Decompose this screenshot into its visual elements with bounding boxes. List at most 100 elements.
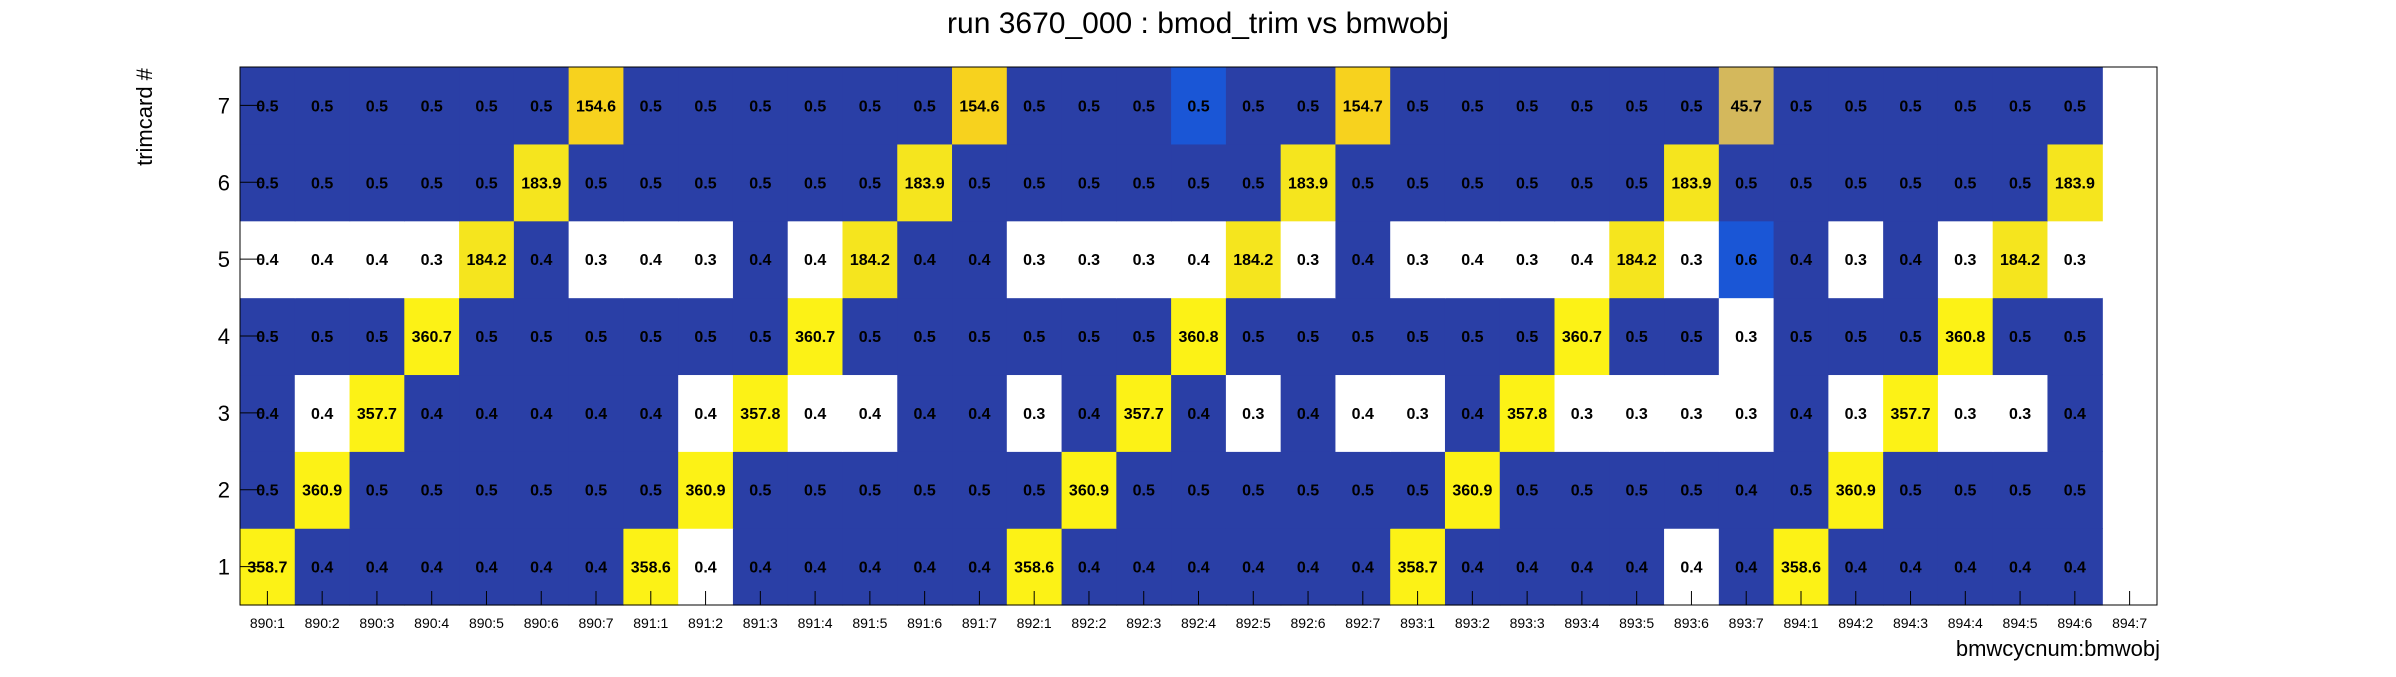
x-tick-label: 890:2 [305, 615, 340, 631]
cell-value-label: 0.5 [1626, 483, 1648, 500]
cell-value-label: 0.4 [256, 252, 278, 269]
heatmap-cell [623, 297, 679, 376]
heatmap-cell [459, 297, 515, 376]
cell-value-label: 0.4 [804, 560, 826, 577]
heatmap-cell [1116, 143, 1172, 222]
cell-value-label: 0.4 [1680, 560, 1702, 577]
cell-value-label: 0.5 [1242, 98, 1264, 115]
cell-value-label: 0.5 [859, 98, 881, 115]
heatmap-cell [294, 220, 351, 299]
cell-value-label: 0.5 [366, 98, 388, 115]
heatmap-cell [1609, 451, 1665, 529]
heatmap-cell [459, 143, 515, 222]
heatmap-cell [732, 220, 789, 299]
cell-value-label: 0.5 [1461, 175, 1483, 192]
cell-value-label: 0.4 [530, 252, 552, 269]
heatmap-cell [1061, 297, 1117, 376]
cell-value-label: 360.9 [686, 483, 726, 500]
heatmap-cell [568, 297, 624, 376]
cell-value-label: 0.5 [2009, 329, 2031, 346]
cell-value-label: 0.5 [1461, 98, 1483, 115]
heatmap-cell [1499, 220, 1556, 299]
heatmap-cell [1171, 143, 1227, 222]
heatmap-cell [459, 67, 515, 145]
cell-value-label: 0.5 [1516, 483, 1538, 500]
x-tick-label: 894:1 [1783, 615, 1818, 631]
heatmap-cell [1828, 67, 1884, 145]
heatmap-cell [1390, 451, 1446, 529]
cell-value-label: 0.5 [1680, 329, 1702, 346]
cell-value-label: 0.5 [1242, 329, 1264, 346]
heatmap-cell [1828, 297, 1884, 376]
cell-value-label: 0.5 [585, 483, 607, 500]
x-tick-label: 893:6 [1674, 615, 1709, 631]
cell-value-label: 0.5 [1352, 483, 1374, 500]
heatmap-cell [732, 143, 789, 222]
cell-value-label: 0.4 [2064, 406, 2086, 423]
cell-value-label: 358.6 [1014, 560, 1054, 577]
cell-value-label: 0.5 [256, 175, 278, 192]
cell-value-label: 0.4 [1352, 406, 1374, 423]
cell-value-label: 0.4 [968, 560, 990, 577]
cell-value-label: 0.4 [530, 560, 552, 577]
heatmap-cell [349, 297, 405, 376]
heatmap-cell [678, 143, 734, 222]
cell-value-label: 0.4 [640, 252, 662, 269]
heatmap-cell [2047, 67, 2103, 145]
heatmap-cell [623, 67, 679, 145]
heatmap-cell [952, 143, 1008, 222]
cell-value-label: 0.3 [1406, 406, 1428, 423]
cell-value-label: 0.5 [366, 175, 388, 192]
x-tick-label: 890:1 [250, 615, 285, 631]
cell-value-label: 0.3 [1023, 252, 1045, 269]
cell-value-label: 0.3 [585, 252, 607, 269]
heatmap-cell [732, 297, 789, 376]
heatmap-cell [1499, 451, 1556, 529]
heatmap-cell [1171, 374, 1227, 452]
heatmap-cell [623, 374, 679, 452]
cell-value-label: 0.3 [1680, 406, 1702, 423]
heatmap-cell [623, 220, 679, 299]
cell-value-label: 0.5 [749, 175, 771, 192]
heatmap-cell [513, 451, 570, 529]
cell-value-label: 0.5 [1626, 98, 1648, 115]
heatmap-cell [1718, 143, 1775, 222]
heatmap-cell [1061, 451, 1117, 529]
cell-value-label: 0.4 [311, 406, 333, 423]
heatmap-cell [1225, 374, 1282, 452]
cell-value-label: 0.5 [1242, 483, 1264, 500]
heatmap-cell [1883, 143, 1939, 222]
heatmap-cell [1335, 297, 1391, 376]
cell-value-label: 0.4 [1187, 406, 1209, 423]
cell-value-label: 184.2 [1617, 252, 1657, 269]
heatmap-cell [1444, 143, 1501, 222]
cell-value-label: 183.9 [1671, 175, 1711, 192]
cell-value-label: 0.5 [1187, 483, 1209, 500]
x-tick-label: 893:5 [1619, 615, 1654, 631]
heatmap-cell [1444, 220, 1501, 299]
cell-value-label: 0.5 [1899, 175, 1921, 192]
x-tick-label: 891:5 [852, 615, 887, 631]
heatmap-cell [1225, 297, 1282, 376]
heatmap-cell [404, 220, 460, 299]
cell-value-label: 0.5 [311, 98, 333, 115]
heatmap-cell [404, 374, 460, 452]
heatmap-cell [1006, 297, 1063, 376]
y-axis-label: trimcard # [132, 67, 157, 166]
y-tick-label: 6 [218, 170, 230, 195]
cell-value-label: 0.5 [2064, 98, 2086, 115]
heatmap-cell [1006, 220, 1063, 299]
x-tick-label: 892:6 [1291, 615, 1326, 631]
cell-value-label: 183.9 [1288, 175, 1328, 192]
cell-value-label: 0.5 [968, 329, 990, 346]
cell-value-label: 0.5 [694, 175, 716, 192]
cell-value-label: 0.4 [1899, 252, 1921, 269]
heatmap-cell [1225, 143, 1282, 222]
cell-value-label: 0.5 [530, 483, 552, 500]
cell-value-label: 357.8 [740, 406, 780, 423]
cell-value-label: 0.5 [914, 329, 936, 346]
cell-value-label: 0.5 [968, 483, 990, 500]
cell-value-label: 154.6 [576, 98, 616, 115]
heatmap-cell [349, 220, 405, 299]
heatmap-cell [1609, 220, 1665, 299]
